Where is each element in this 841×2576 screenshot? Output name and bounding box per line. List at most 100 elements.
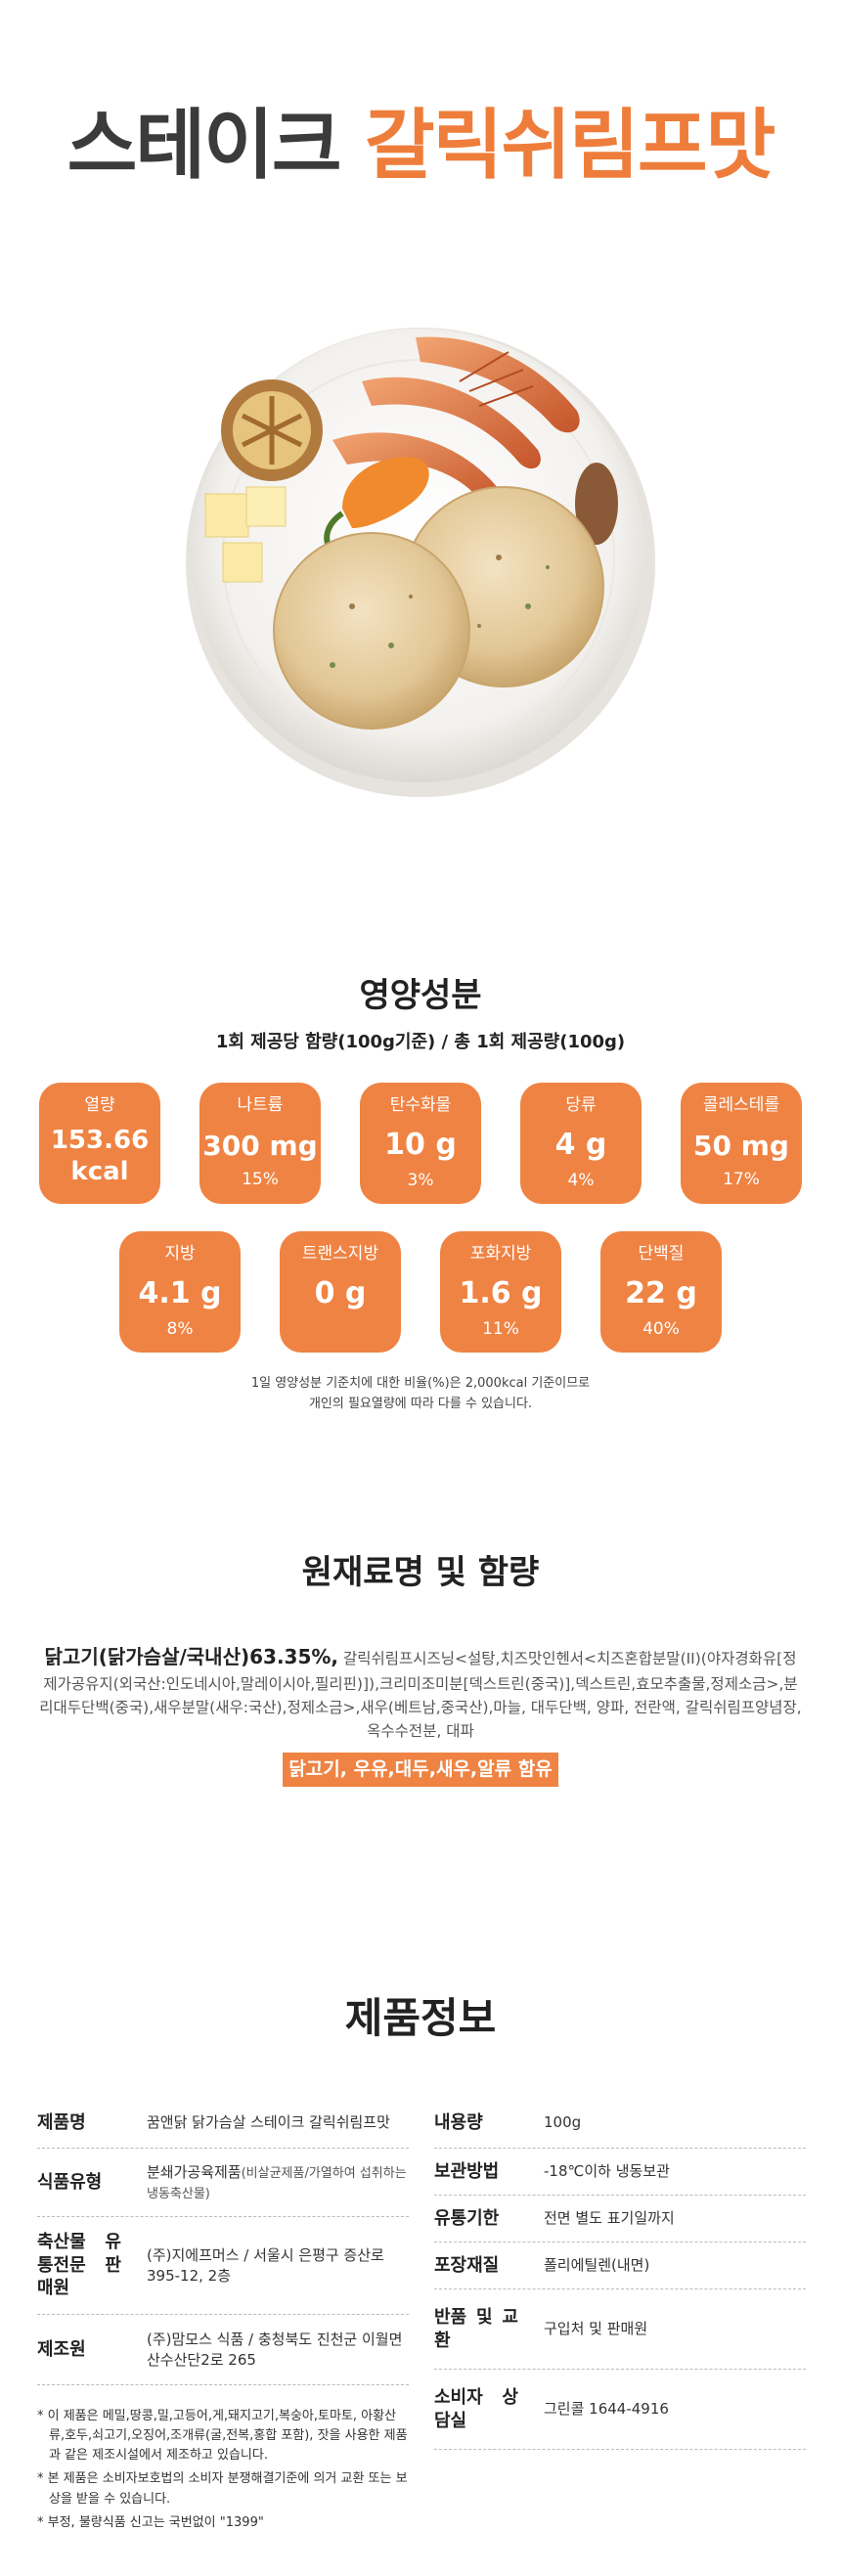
product-notes: * 이 제품은 메밀,땅콩,밀,고등어,게,돼지고기,복숭아,토마토, 아황산류…	[37, 2407, 409, 2533]
nutrient-value: 0 g	[314, 1276, 367, 1310]
product-note: * 부정, 불량식품 신고는 국번없이 "1399"	[37, 2514, 264, 2530]
ingredients-text: 닭고기(닭가슴살/국내산)63.35%, 갈릭쉬림프시즈닝<설탕,치즈맛인헨서<…	[39, 1642, 802, 1788]
info-value: 100g	[544, 2113, 582, 2132]
mushroom	[575, 463, 618, 545]
info-row-consumer-center: 소비자 상담실 그린콜 1644-4916	[434, 2370, 806, 2450]
nutrition-note-line-2: 개인의 필요열량에 따라 다를 수 있습니다.	[308, 1396, 533, 1411]
info-key: 포장재질	[434, 2254, 500, 2276]
nutrient-value: 1.6 g	[459, 1276, 543, 1310]
nutrient-value: 300 mg	[202, 1130, 318, 1162]
dish-photo	[0, 293, 841, 802]
nutrient-pct: 40%	[642, 1318, 680, 1339]
info-key: 유통기한	[434, 2207, 500, 2229]
cheese-cubes	[204, 486, 287, 583]
info-value: 분쇄가공육제품(비살균제품/가열하여 섭취하는 냉동축산물)	[147, 2162, 409, 2202]
nutrient-badge-trans-fat: 트랜스지방 0 g	[280, 1231, 401, 1353]
product-info-heading: 제품정보	[344, 1994, 497, 2042]
info-value: 폴리에틸렌(내면)	[544, 2256, 650, 2275]
nutrient-label: 열량	[84, 1095, 115, 1115]
nutrient-value: 50 mg	[693, 1130, 789, 1162]
title-part-2: 갈릭쉬림프맛	[364, 102, 776, 190]
info-value: (주)지에프머스 / 서울시 은평구 증산로 395-12, 2층	[147, 2246, 384, 2285]
info-value-main: 분쇄가공육제품	[147, 2162, 242, 2181]
nutrient-badge-fat: 지방 4.1 g 8%	[119, 1231, 241, 1353]
nutrient-badge-calories: 열량 153.66 kcal	[39, 1083, 160, 1204]
nutrient-label: 트랜스지방	[301, 1244, 379, 1264]
steak-plate-illustration	[186, 328, 655, 797]
nutrient-pct: 3%	[407, 1170, 434, 1190]
info-key: 보관방법	[434, 2160, 500, 2182]
allergy-badge: 닭고기, 우유,대두,새우,알류 함유	[283, 1753, 558, 1788]
info-value-extra: (비살균제품/가열하여 섭취하는 냉동축산물)	[147, 2165, 407, 2201]
nutrient-value: 10 g	[384, 1128, 457, 1162]
ingredients-heading: 원재료명 및 함량	[301, 1553, 540, 1592]
info-column-right: 내용량 100g 보관방법 -18℃이하 냉동보관 유통기한 전면 별도 표기일…	[434, 2098, 806, 2537]
nutrient-label: 나트륨	[237, 1095, 284, 1115]
ingredients-section: 원재료명 및 함량 닭고기(닭가슴살/국내산)63.35%, 갈릭쉬림프시즈닝<…	[0, 1545, 841, 1788]
info-value: (주)맘모스 식품 / 충청북도 진천군 이월면 산수산단2로 265	[147, 2331, 403, 2369]
info-key: 제품명	[37, 2111, 86, 2133]
title-section: 스테이크 갈릭쉬림프맛	[0, 108, 841, 184]
nutrient-badge-sugar: 당류 4 g 4%	[520, 1083, 642, 1204]
chicken-patties	[273, 486, 604, 730]
nutrient-label: 당류	[565, 1095, 597, 1115]
product-info-table: 제품명 꿈앤닭 닭가슴살 스테이크 갈릭쉬림프맛 식품유형 분쇄가공육제품(비살…	[37, 2098, 810, 2537]
nutrient-label: 지방	[164, 1244, 196, 1264]
nutrient-value: 22 g	[625, 1276, 697, 1310]
nutrient-pct: 4%	[567, 1170, 595, 1190]
product-note: * 본 제품은 소비자보호법의 소비자 분쟁해결기준에 의거 교환 또는 보상을…	[37, 2471, 408, 2507]
nutrient-badge-protein: 단백질 22 g 40%	[600, 1231, 722, 1353]
info-value: 그린콜 1644-4916	[544, 2400, 669, 2419]
nutrient-label: 포화지방	[469, 1244, 532, 1264]
info-value: 구입처 및 판매원	[544, 2320, 648, 2338]
info-value: 전면 별도 표기일까지	[544, 2209, 675, 2228]
info-row-packaging: 포장재질 폴리에틸렌(내면)	[434, 2243, 806, 2289]
product-info-section: 제품정보 제품명 꿈앤닭 닭가슴살 스테이크 갈릭쉬림프맛 식품유형 분쇄가공육…	[0, 1985, 841, 2530]
nutrition-section: 영양성분 1회 제공당 함량(100g기준) / 총 1회 제공량(100g) …	[0, 968, 841, 1415]
info-key: 반품 및 교환	[434, 2307, 518, 2351]
info-key: 축산물 유통전문 판매원	[37, 2232, 121, 2299]
info-key: 제조원	[37, 2338, 86, 2360]
roasted-garlic	[221, 379, 323, 481]
info-row-expiry: 유통기한 전면 별도 표기일까지	[434, 2196, 806, 2243]
info-row-net-weight: 내용량 100g	[434, 2098, 806, 2149]
nutrient-label: 탄수화물	[389, 1095, 452, 1115]
nutrition-row-1: 열량 153.66 kcal 나트륨 300 mg 15% 탄수화물 10 g …	[0, 1083, 841, 1204]
nutrition-subheading: 1회 제공당 함량(100g기준) / 총 1회 제공량(100g)	[215, 1032, 626, 1052]
info-key: 내용량	[434, 2111, 483, 2133]
ingredients-main: 닭고기(닭가슴살/국내산)63.35%,	[44, 1645, 339, 1668]
nutrient-badge-sodium: 나트륨 300 mg 15%	[199, 1083, 321, 1204]
nutrition-note-line-1: 1일 영양성분 기준치에 대한 비율(%)은 2,000kcal 기준이므로	[250, 1376, 591, 1391]
nutrition-heading: 영양성분	[359, 976, 482, 1015]
info-value: -18℃이하 냉동보관	[544, 2162, 670, 2181]
nutrient-pct: 11%	[482, 1318, 519, 1339]
info-column-left: 제품명 꿈앤닭 닭가슴살 스테이크 갈릭쉬림프맛 식품유형 분쇄가공육제품(비살…	[37, 2098, 409, 2537]
nutrient-pct: 8%	[166, 1318, 194, 1339]
shrimp-group	[332, 336, 580, 506]
nutrient-label: 콜레스테롤	[702, 1095, 780, 1115]
product-note: * 이 제품은 메밀,땅콩,밀,고등어,게,돼지고기,복숭아,토마토, 아황산류…	[37, 2409, 408, 2464]
product-title: 스테이크 갈릭쉬림프맛	[0, 108, 841, 184]
nutrition-note: 1일 영양성분 기준치에 대한 비율(%)은 2,000kcal 기준이므로 개…	[0, 1374, 841, 1415]
nutrient-value: 4.1 g	[138, 1276, 222, 1310]
nutrient-pct: 17%	[723, 1170, 760, 1190]
title-part-1: 스테이크	[66, 102, 342, 190]
nutrient-unit: kcal	[70, 1156, 129, 1186]
ingredients-rest: 갈릭쉬림프시즈닝<설탕,치즈맛인헨서<치즈혼합분말(II)(야자경화유[정제가공…	[39, 1650, 802, 1741]
nutrient-label: 단백질	[638, 1244, 685, 1264]
nutrient-pct: 15%	[242, 1170, 279, 1190]
info-row-food-type: 식품유형 분쇄가공육제품(비살균제품/가열하여 섭취하는 냉동축산물)	[37, 2149, 409, 2217]
info-row-distributor: 축산물 유통전문 판매원 (주)지에프머스 / 서울시 은평구 증산로 395-…	[37, 2217, 409, 2315]
nutrition-row-2: 지방 4.1 g 8% 트랜스지방 0 g 포화지방 1.6 g 11% 단백질…	[0, 1231, 841, 1353]
nutrient-badge-cholesterol: 콜레스테롤 50 mg 17%	[681, 1083, 802, 1204]
info-key: 식품유형	[37, 2171, 103, 2193]
info-row-manufacturer: 제조원 (주)맘모스 식품 / 충청북도 진천군 이월면 산수산단2로 265	[37, 2315, 409, 2385]
info-key: 소비자 상담실	[434, 2387, 518, 2431]
nutrient-value: 153.66	[50, 1126, 150, 1155]
nutrient-badge-carbs: 탄수화물 10 g 3%	[360, 1083, 481, 1204]
info-value: 꿈앤닭 닭가슴살 스테이크 갈릭쉬림프맛	[147, 2113, 390, 2132]
info-row-storage: 보관방법 -18℃이하 냉동보관	[434, 2149, 806, 2196]
nutrient-badge-saturated-fat: 포화지방 1.6 g 11%	[440, 1231, 561, 1353]
nutrient-value: 4 g	[554, 1128, 607, 1162]
info-row-returns: 반품 및 교환 구입처 및 판매원	[434, 2289, 806, 2370]
